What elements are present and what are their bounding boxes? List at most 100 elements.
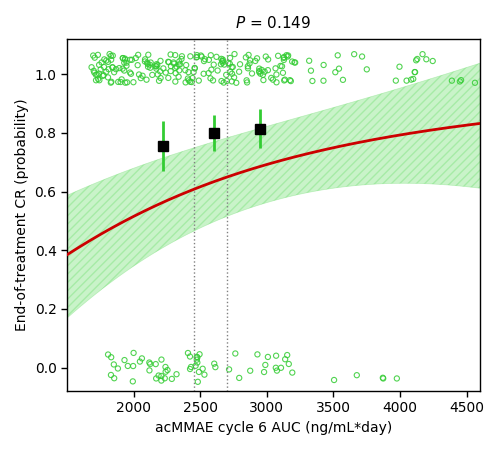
Point bbox=[130, 349, 138, 356]
Point bbox=[120, 59, 128, 66]
Point bbox=[281, 356, 289, 363]
Point bbox=[128, 56, 136, 63]
Point bbox=[190, 64, 198, 72]
Point bbox=[223, 77, 231, 85]
X-axis label: acMMAE cycle 6 AUC (ng/mL*day): acMMAE cycle 6 AUC (ng/mL*day) bbox=[155, 421, 392, 435]
Point bbox=[104, 351, 112, 358]
Point bbox=[230, 74, 238, 81]
Point bbox=[152, 63, 160, 70]
Point bbox=[272, 352, 280, 359]
Point bbox=[92, 71, 100, 78]
Point bbox=[396, 63, 404, 70]
Point bbox=[225, 366, 233, 373]
Point bbox=[162, 363, 170, 370]
Point bbox=[121, 56, 129, 63]
Point bbox=[100, 72, 108, 79]
Point bbox=[94, 51, 102, 59]
Point bbox=[274, 52, 282, 59]
Point bbox=[353, 372, 361, 379]
Point bbox=[228, 70, 236, 77]
Point bbox=[232, 350, 239, 357]
Point bbox=[280, 56, 288, 63]
Point bbox=[100, 63, 108, 71]
Point bbox=[178, 53, 186, 60]
Point bbox=[166, 68, 174, 75]
Point bbox=[116, 78, 124, 86]
Point bbox=[144, 60, 152, 68]
Point bbox=[95, 70, 103, 77]
Point bbox=[193, 54, 201, 61]
Point bbox=[112, 66, 120, 73]
Point bbox=[217, 61, 225, 68]
Point bbox=[192, 54, 200, 61]
Point bbox=[176, 61, 184, 68]
Point bbox=[171, 64, 179, 72]
Point bbox=[246, 367, 254, 374]
Point bbox=[168, 375, 176, 382]
Point bbox=[278, 63, 286, 70]
Point bbox=[200, 58, 208, 65]
Point bbox=[114, 365, 122, 372]
Point bbox=[457, 76, 465, 84]
Point bbox=[286, 76, 294, 84]
Point bbox=[90, 69, 98, 76]
Point bbox=[94, 71, 102, 78]
Point bbox=[256, 70, 264, 77]
Point bbox=[109, 52, 117, 59]
Point bbox=[182, 79, 190, 86]
Point bbox=[129, 378, 137, 385]
Point bbox=[96, 76, 104, 84]
Point bbox=[121, 55, 129, 62]
Point bbox=[207, 52, 215, 59]
Point bbox=[138, 355, 146, 362]
Point bbox=[146, 367, 154, 374]
Point bbox=[142, 76, 150, 83]
Title: $\it{P}$ = 0.149: $\it{P}$ = 0.149 bbox=[236, 15, 312, 31]
Point bbox=[156, 57, 164, 64]
Y-axis label: End-of-treatment CR (probability): End-of-treatment CR (probability) bbox=[15, 99, 29, 331]
Point bbox=[260, 68, 268, 75]
Point bbox=[160, 65, 168, 72]
Point bbox=[104, 66, 112, 73]
Point bbox=[156, 74, 164, 81]
Point bbox=[200, 70, 207, 77]
Point bbox=[118, 65, 126, 72]
Point bbox=[259, 71, 267, 78]
Point bbox=[152, 360, 160, 368]
Point bbox=[130, 79, 138, 86]
Point bbox=[201, 56, 209, 63]
Point bbox=[276, 62, 284, 69]
Point bbox=[220, 79, 228, 86]
Point bbox=[260, 76, 268, 84]
Point bbox=[176, 58, 184, 65]
Point bbox=[256, 68, 264, 76]
Point bbox=[285, 360, 293, 368]
Point bbox=[196, 351, 203, 358]
Point bbox=[107, 371, 115, 378]
Point bbox=[94, 76, 102, 83]
Point bbox=[210, 61, 218, 68]
Point bbox=[107, 56, 115, 63]
Point bbox=[256, 65, 264, 72]
Point bbox=[272, 364, 280, 371]
Point bbox=[330, 376, 338, 383]
Point bbox=[162, 368, 170, 375]
Point bbox=[219, 58, 227, 65]
Point bbox=[305, 57, 313, 64]
Point bbox=[393, 375, 401, 382]
Point bbox=[110, 69, 118, 76]
Point bbox=[243, 79, 251, 86]
Point bbox=[226, 60, 234, 68]
Point bbox=[214, 67, 222, 74]
Point bbox=[154, 372, 162, 379]
Point bbox=[410, 68, 418, 76]
Point bbox=[222, 71, 230, 78]
Point bbox=[232, 79, 240, 86]
Point bbox=[122, 59, 130, 66]
Point bbox=[206, 75, 214, 82]
Point bbox=[235, 68, 243, 75]
Point bbox=[264, 67, 272, 74]
Point bbox=[210, 360, 218, 367]
Point bbox=[186, 365, 194, 373]
Point bbox=[102, 68, 110, 76]
